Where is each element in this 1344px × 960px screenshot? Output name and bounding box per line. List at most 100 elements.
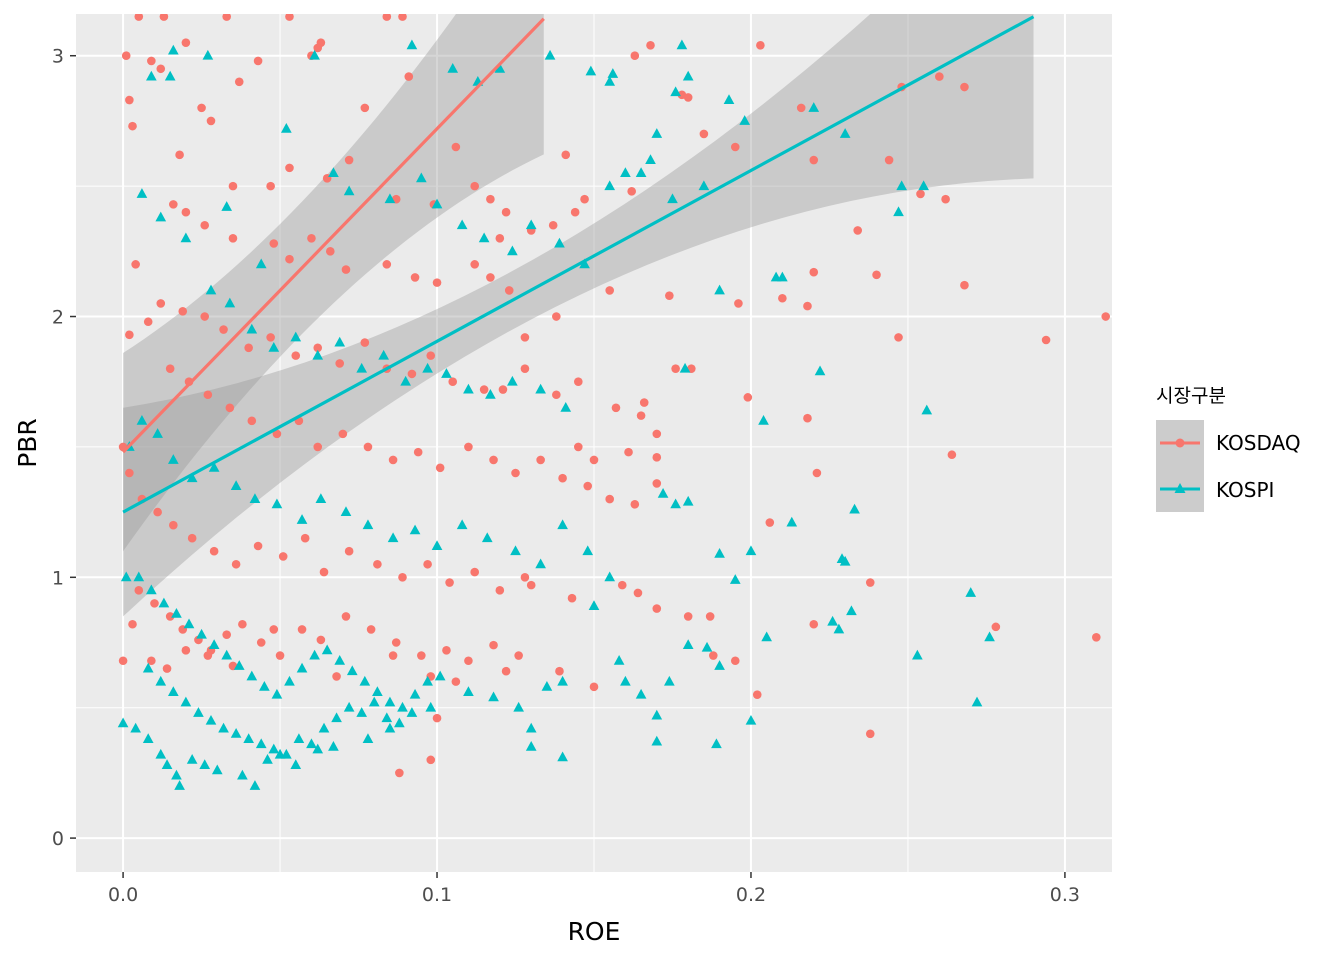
point-kospi [146,584,157,595]
point-kosdaq [884,155,894,165]
point-kospi [635,167,647,178]
point-kosdaq [630,499,640,509]
point-kospi [535,558,546,569]
point-kosdaq [947,450,957,460]
legend-label-kosdaq: KOSDAQ [1216,431,1301,455]
point-kosdaq [646,40,655,50]
point-kospi [604,76,616,86]
point-kospi [893,206,904,217]
point-kosdaq [536,455,545,465]
point-kospi [155,675,167,686]
point-kosdaq [894,333,903,342]
point-kosdaq [486,194,495,204]
point-kosdaq [511,468,520,478]
point-kospi [525,741,537,751]
point-kospi [328,167,339,178]
point-kosdaq [570,207,580,217]
point-kosdaq [752,690,762,699]
point-kospi [582,545,594,556]
point-kospi [315,493,327,504]
point-kospi [290,331,302,342]
point-kosdaq [222,14,231,21]
point-kosdaq [360,338,370,347]
point-kosdaq [203,651,213,660]
point-kospi [362,733,374,743]
point-kosdaq [865,729,875,739]
point-kospi [312,743,324,754]
point-kospi [356,707,368,717]
point-kosdaq [285,14,294,21]
point-kospi [271,688,283,699]
point-kospi [434,670,446,681]
point-kospi [507,245,518,256]
confidence-ribbon-kospi [123,14,1034,617]
point-kosdaq [630,51,640,61]
point-kospi [340,506,352,517]
point-kospi [136,188,148,198]
point-kosdaq [683,93,693,102]
point-kosdaq [605,494,614,504]
grid-minor [76,14,1112,872]
point-kospi [271,498,283,509]
point-kosdaq [413,447,423,457]
point-kospi [343,185,355,196]
point-kosdaq [143,317,153,327]
point-kosdaq [991,622,1001,632]
point-kosdaq [316,635,326,645]
point-kosdaq [417,651,426,660]
point-kospi [447,62,459,73]
point-kosdaq [203,390,213,400]
point-kosdaq [730,142,740,152]
point-kosdaq [442,646,451,655]
point-kospi [120,571,132,582]
point-kospi [186,754,198,764]
point-kospi [541,681,553,691]
point-kospi [651,128,663,138]
legend-item-kosdaq: KOSDAQ [1156,420,1301,466]
point-kosdaq [222,630,231,639]
point-kosdaq [410,273,420,282]
point-kosdaq [665,291,674,300]
point-kosdaq [360,103,370,113]
point-kospi [186,472,198,483]
point-kosdaq [432,713,442,723]
point-kosdaq [705,612,715,621]
point-kospi [171,608,182,618]
point-kosdaq [916,189,925,199]
y-tick-label: 2 [52,307,64,329]
point-kosdaq [552,312,561,321]
point-kospi [221,649,233,660]
point-kospi [739,115,751,125]
point-kosdaq [128,121,137,131]
point-kosdaq [504,286,514,295]
point-kospi [557,675,568,686]
point-kospi [208,461,220,472]
point-kosdaq [486,273,495,282]
point-kospi [243,733,255,743]
legend-marker-kosdaq [1175,438,1185,448]
point-kospi [494,62,506,73]
point-kosdaq [319,567,329,577]
point-kospi [670,498,681,509]
point-kospi [146,70,157,81]
point-kospi [557,519,568,530]
x-tick-label: 0.3 [1050,884,1080,906]
point-kosdaq [156,299,166,308]
point-kosdaq [165,364,175,373]
point-kospi [481,532,493,543]
point-kosdaq [272,429,282,439]
point-kospi [400,375,411,386]
point-kospi [463,686,474,696]
point-kosdaq [391,638,401,647]
point-kosdaq [1092,632,1101,642]
point-kospi [912,649,923,660]
point-kospi [309,49,320,60]
point-kospi [221,201,233,211]
point-kosdaq [269,239,279,248]
point-kosdaq [291,351,301,360]
point-kosdaq [639,398,649,407]
point-kospi [651,709,663,720]
point-kospi [657,488,669,498]
point-kospi [701,641,713,652]
point-kosdaq [445,578,454,587]
